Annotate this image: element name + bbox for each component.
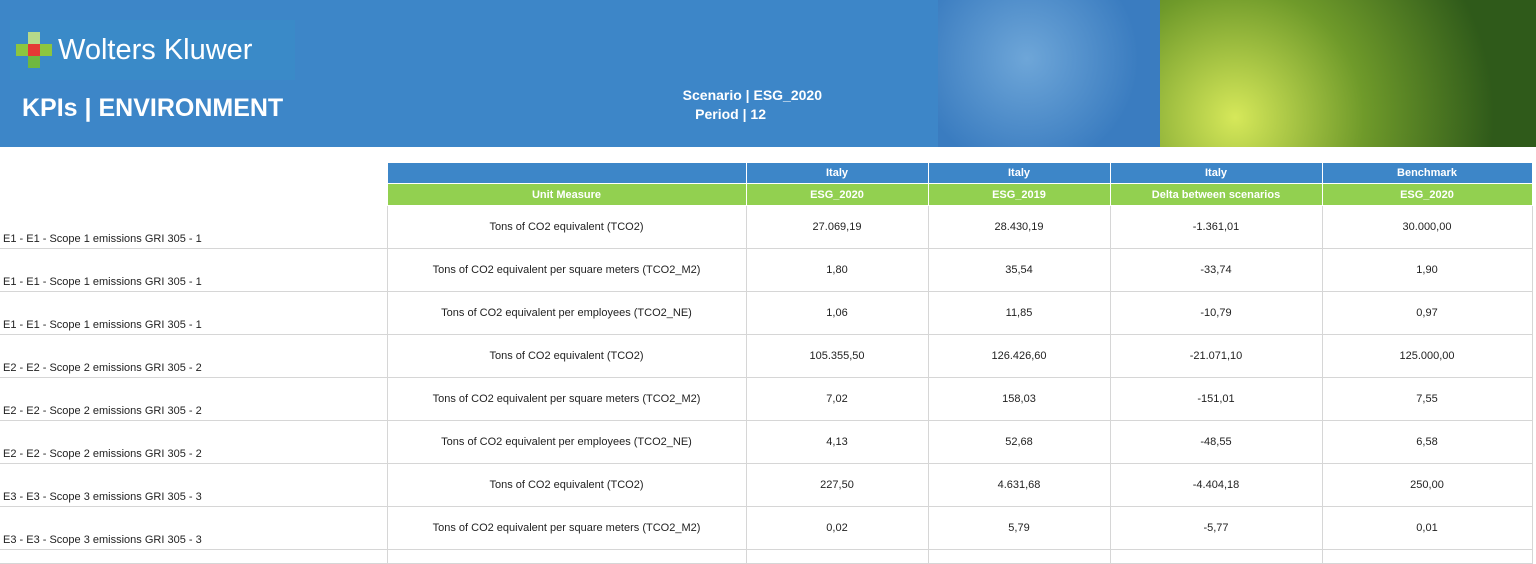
- value-cell: 125.000,00: [1321, 334, 1533, 378]
- value-cell: -48,55: [1109, 420, 1323, 464]
- page-title: KPIs | ENVIRONMENT: [22, 94, 284, 122]
- kpi-label: E1 - E1 - Scope 1 emissions GRI 305 - 1: [0, 248, 387, 292]
- header-photo-globe: [1160, 0, 1536, 147]
- value-cell: 11,85: [927, 291, 1111, 335]
- unit-measure-cell: Tons of CO2 equivalent per square meters…: [386, 377, 747, 421]
- scenario-info: Scenario | ESG_2020 Period | 12: [650, 86, 822, 124]
- kpi-label: E3 - E3 - Scope 3 emissions GRI 305 - 3: [0, 463, 387, 507]
- value-cell: 7,02: [745, 377, 929, 421]
- value-cell: -21.071,10: [1109, 334, 1323, 378]
- value-cell: 0,02: [745, 506, 929, 550]
- header-row-entity: Italy Italy Italy Benchmark: [0, 162, 1533, 184]
- period-label: Period | 12: [695, 106, 766, 122]
- logo-text: Wolters Kluwer: [58, 33, 253, 66]
- value-cell: 35,54: [927, 248, 1111, 292]
- value-cell: -1.361,01: [1109, 205, 1323, 249]
- value-cell: 250,00: [1321, 463, 1533, 507]
- value-cell: 105.355,50: [745, 334, 929, 378]
- value-cell: -151,01: [1109, 377, 1323, 421]
- value-cell: 0,97: [1321, 291, 1533, 335]
- header-cell: ESG_2020: [1321, 183, 1533, 206]
- value-cell: 227,50: [745, 463, 929, 507]
- header-cell: Unit Measure: [386, 183, 747, 206]
- value-cell: -33,74: [1109, 248, 1323, 292]
- scenario-label: Scenario | ESG_2020: [682, 87, 822, 103]
- header-cell: Italy: [745, 162, 929, 184]
- kpi-label: E1 - E1 - Scope 1 emissions GRI 305 - 1: [0, 205, 387, 249]
- value-cell: -4.404,18: [1109, 463, 1323, 507]
- kpi-label: E2 - E2 - Scope 2 emissions GRI 305 - 2: [0, 377, 387, 421]
- header-cell: Italy: [1109, 162, 1323, 184]
- value-cell: 1,06: [745, 291, 929, 335]
- table-row-partial: [0, 549, 1533, 564]
- unit-measure-cell: Tons of CO2 equivalent per square meters…: [386, 248, 747, 292]
- value-cell: 126.426,60: [927, 334, 1111, 378]
- header-cell: Benchmark: [1321, 162, 1533, 184]
- unit-measure-cell: Tons of CO2 equivalent (TCO2): [386, 334, 747, 378]
- logo-mark-icon: [16, 32, 52, 68]
- kpi-table: Italy Italy Italy Benchmark Unit Measure…: [0, 162, 1533, 564]
- value-cell: 4,13: [745, 420, 929, 464]
- value-cell: 4.631,68: [927, 463, 1111, 507]
- value-cell: 30.000,00: [1321, 205, 1533, 249]
- value-cell: 0,01: [1321, 506, 1533, 550]
- value-cell: 52,68: [927, 420, 1111, 464]
- kpi-label: E1 - E1 - Scope 1 emissions GRI 305 - 1: [0, 291, 387, 335]
- kpi-label: E2 - E2 - Scope 2 emissions GRI 305 - 2: [0, 420, 387, 464]
- header-cell: Delta between scenarios: [1109, 183, 1323, 206]
- header-row-scenario: Unit Measure ESG_2020 ESG_2019 Delta bet…: [0, 183, 1533, 206]
- unit-measure-cell: Tons of CO2 equivalent (TCO2): [386, 205, 747, 249]
- value-cell: 5,79: [927, 506, 1111, 550]
- unit-measure-cell: Tons of CO2 equivalent per employees (TC…: [386, 420, 747, 464]
- value-cell: 158,03: [927, 377, 1111, 421]
- unit-measure-cell: Tons of CO2 equivalent per employees (TC…: [386, 291, 747, 335]
- header-cell: ESG_2020: [745, 183, 929, 206]
- value-cell: -10,79: [1109, 291, 1323, 335]
- value-cell: 6,58: [1321, 420, 1533, 464]
- value-cell: -5,77: [1109, 506, 1323, 550]
- value-cell: 28.430,19: [927, 205, 1111, 249]
- value-cell: 1,80: [745, 248, 929, 292]
- header-cell: ESG_2019: [927, 183, 1111, 206]
- value-cell: 7,55: [1321, 377, 1533, 421]
- kpi-label: E3 - E3 - Scope 3 emissions GRI 305 - 3: [0, 506, 387, 550]
- header-cell: [386, 162, 747, 184]
- header-cell: Italy: [927, 162, 1111, 184]
- unit-measure-cell: Tons of CO2 equivalent (TCO2): [386, 463, 747, 507]
- unit-measure-cell: Tons of CO2 equivalent per square meters…: [386, 506, 747, 550]
- value-cell: 27.069,19: [745, 205, 929, 249]
- kpi-label: E2 - E2 - Scope 2 emissions GRI 305 - 2: [0, 334, 387, 378]
- value-cell: 1,90: [1321, 248, 1533, 292]
- wolters-kluwer-logo: Wolters Kluwer: [10, 20, 295, 80]
- header-photo-leaves: [938, 0, 1160, 147]
